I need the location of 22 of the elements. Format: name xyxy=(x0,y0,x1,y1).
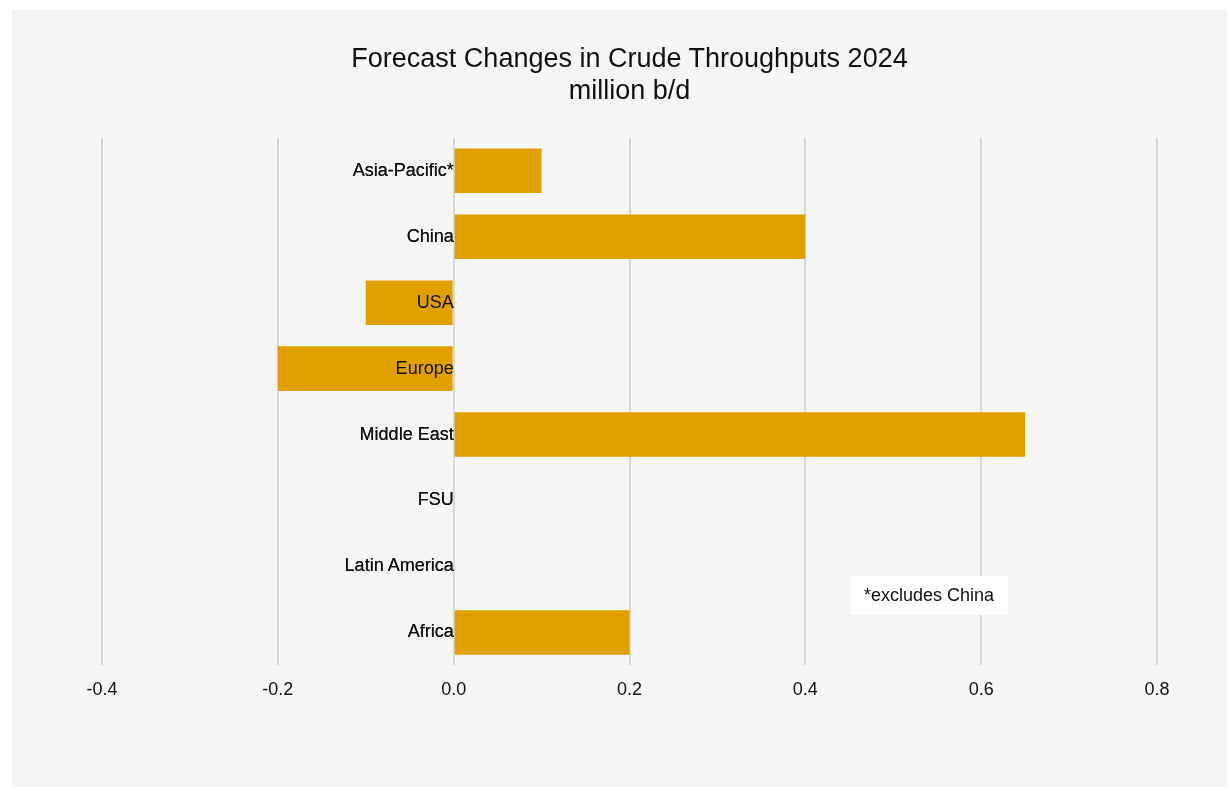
y-tick-label: China xyxy=(406,225,455,246)
x-tick-label: 0.2 xyxy=(616,679,643,700)
x-tick-label: 0.6 xyxy=(968,679,994,700)
y-tick-label: FSU xyxy=(417,489,454,510)
chart-subtitle: million b/d xyxy=(568,75,691,106)
y-tick-label: Middle East xyxy=(359,423,454,444)
bar xyxy=(454,412,1026,457)
y-tick-label: Asia-Pacific* xyxy=(352,159,454,180)
y-tick-label: Europe xyxy=(395,357,454,378)
chart-title: Forecast Changes in Crude Throughputs 2024 xyxy=(351,42,908,73)
bar xyxy=(454,610,630,655)
x-tick-label: 0.0 xyxy=(441,679,467,700)
bar xyxy=(277,346,453,391)
y-tick-label: Africa xyxy=(407,621,455,642)
annotation: *excludes China xyxy=(850,576,1009,615)
bar xyxy=(454,214,806,259)
y-tick-label: Latin America xyxy=(344,555,455,576)
x-tick-label: -0.4 xyxy=(86,679,118,700)
bar xyxy=(454,148,542,194)
x-tick-label: 0.8 xyxy=(1144,679,1170,700)
x-tick-label: -0.2 xyxy=(262,679,294,700)
x-tick-label: 0.4 xyxy=(792,679,818,700)
